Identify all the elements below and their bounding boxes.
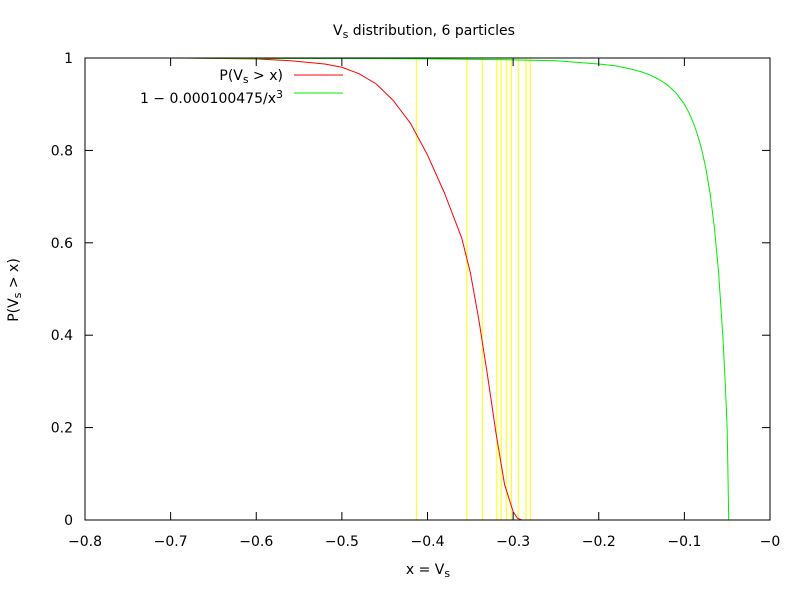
- y-axis-tick-label: 0.8: [51, 143, 73, 159]
- chart-title-main: V: [333, 23, 343, 39]
- chart-title: Vs distribution, 6 particles: [333, 23, 515, 41]
- legend-label-p-vs-main: P(V: [219, 68, 243, 84]
- x-axis-label: x = Vs: [406, 562, 451, 580]
- y-axis-tick-label: 0.4: [51, 328, 73, 344]
- y-axis-tick-label: 0.6: [51, 236, 73, 252]
- y-axis-label-rest: > x): [6, 258, 22, 292]
- series-line-p-vs-gt-x: [125, 57, 617, 521]
- x-axis-tick-label: −0.3: [496, 534, 530, 550]
- series-line-fit-curve: [84, 57, 730, 521]
- x-axis-tick-label: −0: [760, 534, 781, 550]
- y-axis-label-main: P(V: [6, 298, 22, 322]
- x-axis-tick-label: −0.1: [667, 534, 701, 550]
- axes-layer: −0.8 −0.7 −0.6 −0.5 −0.4 −0.3 −0.2 −0.1 −0 0 0.2 0.…: [51, 51, 781, 550]
- y-axis-tick-label: 1: [64, 51, 73, 67]
- legend-label-p-vs-subscript: s: [243, 73, 249, 86]
- x-axis-tick-label: −0.5: [325, 534, 359, 550]
- plot-frame: [84, 57, 771, 521]
- legend-label-p-vs-gt-x: P(Vs > x): [219, 68, 283, 86]
- series-layer: [84, 57, 730, 521]
- x-axis-tick-label: −0.2: [582, 534, 616, 550]
- x-axis-label-subscript: s: [444, 567, 450, 580]
- x-axis-tick-label: −0.7: [154, 534, 188, 550]
- vertical-lines-layer: [415, 58, 531, 520]
- y-axis-label: P(Vs > x): [6, 258, 24, 322]
- x-axis-tick-label: −0.6: [239, 534, 273, 550]
- x-axis-tick-label: −0.8: [68, 534, 102, 550]
- legend: P(Vs > x) 1 − 0.000100475/x3: [140, 68, 343, 107]
- legend-label-fit-curve: 1 − 0.000100475/x3: [140, 88, 283, 107]
- legend-label-fit-superscript: 3: [276, 88, 283, 101]
- x-axis-label-main: x = V: [406, 562, 445, 578]
- y-axis-tick-label: 0: [64, 513, 73, 529]
- chart-title-subscript: s: [343, 28, 349, 41]
- x-axis-tick-label: −0.4: [411, 534, 445, 550]
- y-axis-label-subscript: s: [11, 292, 24, 298]
- y-axis-tick-label: 0.2: [51, 421, 73, 437]
- legend-label-fit-main: 1 − 0.000100475/x: [140, 91, 276, 107]
- legend-label-p-vs-rest: > x): [249, 68, 283, 84]
- chart-title-rest: distribution, 6 particles: [348, 23, 515, 39]
